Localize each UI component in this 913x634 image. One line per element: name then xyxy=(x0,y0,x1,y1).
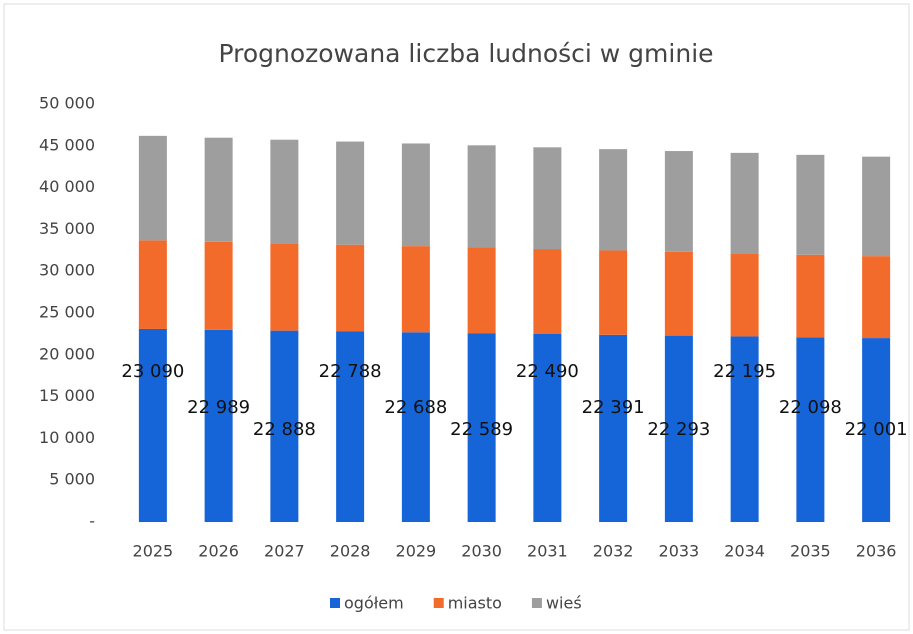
bar-segment xyxy=(730,253,759,337)
bar-segment xyxy=(533,249,562,334)
bar-segment xyxy=(204,329,233,522)
legend-swatch xyxy=(531,598,542,608)
bar-segment xyxy=(599,149,628,251)
data-label: 22 293 xyxy=(647,419,710,440)
bar-segment xyxy=(401,143,430,247)
data-label: 22 490 xyxy=(516,361,579,382)
data-label: 22 888 xyxy=(253,419,316,440)
y-tick-label: 10 000 xyxy=(39,428,95,447)
bar-segment xyxy=(796,254,825,338)
x-tick-label: 2035 xyxy=(790,542,831,561)
data-label: 22 098 xyxy=(779,397,842,418)
data-label: 22 788 xyxy=(319,361,382,382)
bar-segment xyxy=(204,137,233,242)
bar-segment xyxy=(138,135,167,241)
bar-segment xyxy=(467,145,496,248)
bar-segment xyxy=(664,251,693,336)
y-tick-label: 45 000 xyxy=(39,135,95,154)
bar-segment xyxy=(138,328,167,522)
bar-segment xyxy=(664,335,693,522)
bar-segment xyxy=(204,241,233,330)
data-label: 22 688 xyxy=(384,397,447,418)
bar-segment xyxy=(533,333,562,522)
x-tick-label: 2028 xyxy=(330,542,371,561)
x-tick-label: 2026 xyxy=(198,542,239,561)
y-tick-label: 50 000 xyxy=(39,94,95,113)
bar-segment xyxy=(467,247,496,334)
bar-segment xyxy=(730,336,759,522)
data-label: 22 989 xyxy=(187,397,250,418)
y-tick-label: 35 000 xyxy=(39,219,95,238)
bar-segment xyxy=(599,250,628,335)
legend-label: ogółem xyxy=(344,594,404,613)
legend-swatch xyxy=(433,598,444,608)
bar-segment xyxy=(138,240,167,329)
x-tick-label: 2036 xyxy=(856,542,897,561)
bar-segment xyxy=(730,152,759,254)
data-label: 22 001 xyxy=(845,419,908,440)
legend-label: miasto xyxy=(448,594,502,613)
data-label: 23 090 xyxy=(121,361,184,382)
bar-segment xyxy=(796,337,825,522)
bar-segment xyxy=(270,330,299,522)
x-tick-label: 2031 xyxy=(527,542,568,561)
bar-segment xyxy=(599,334,628,522)
bar-segment xyxy=(862,338,891,522)
bar-segment xyxy=(533,147,562,250)
bar-segment xyxy=(862,256,891,339)
y-tick-label: 20 000 xyxy=(39,344,95,363)
data-label: 22 195 xyxy=(713,361,776,382)
y-tick-label: 30 000 xyxy=(39,261,95,280)
x-tick-label: 2032 xyxy=(593,542,634,561)
x-tick-label: 2025 xyxy=(133,542,174,561)
y-tick-label: 25 000 xyxy=(39,303,95,322)
bar-segment xyxy=(664,151,693,252)
bar-segment xyxy=(862,156,891,257)
bar-segment xyxy=(270,243,299,331)
x-tick-label: 2027 xyxy=(264,542,305,561)
y-tick-label: 5 000 xyxy=(49,470,95,489)
bar-segment xyxy=(401,246,430,333)
bar-segment xyxy=(270,139,299,244)
bar-segment xyxy=(467,333,496,522)
x-tick-label: 2030 xyxy=(461,542,502,561)
y-tick-label: 40 000 xyxy=(39,177,95,196)
y-tick-label: 15 000 xyxy=(39,386,95,405)
legend-label: wieś xyxy=(546,594,582,613)
x-tick-label: 2029 xyxy=(396,542,437,561)
bar-segment xyxy=(336,141,365,245)
y-tick-label: - xyxy=(89,512,95,531)
data-label: 22 391 xyxy=(582,397,645,418)
bar-segment xyxy=(336,331,365,522)
legend-swatch xyxy=(330,598,340,608)
bar-segment xyxy=(796,154,825,255)
bar-segment xyxy=(336,244,365,332)
data-label: 22 589 xyxy=(450,419,513,440)
chart-title: Prognozowana liczba ludności w gminie xyxy=(218,39,713,68)
bar-segment xyxy=(401,332,430,522)
x-tick-label: 2034 xyxy=(724,542,765,561)
x-tick-label: 2033 xyxy=(659,542,700,561)
